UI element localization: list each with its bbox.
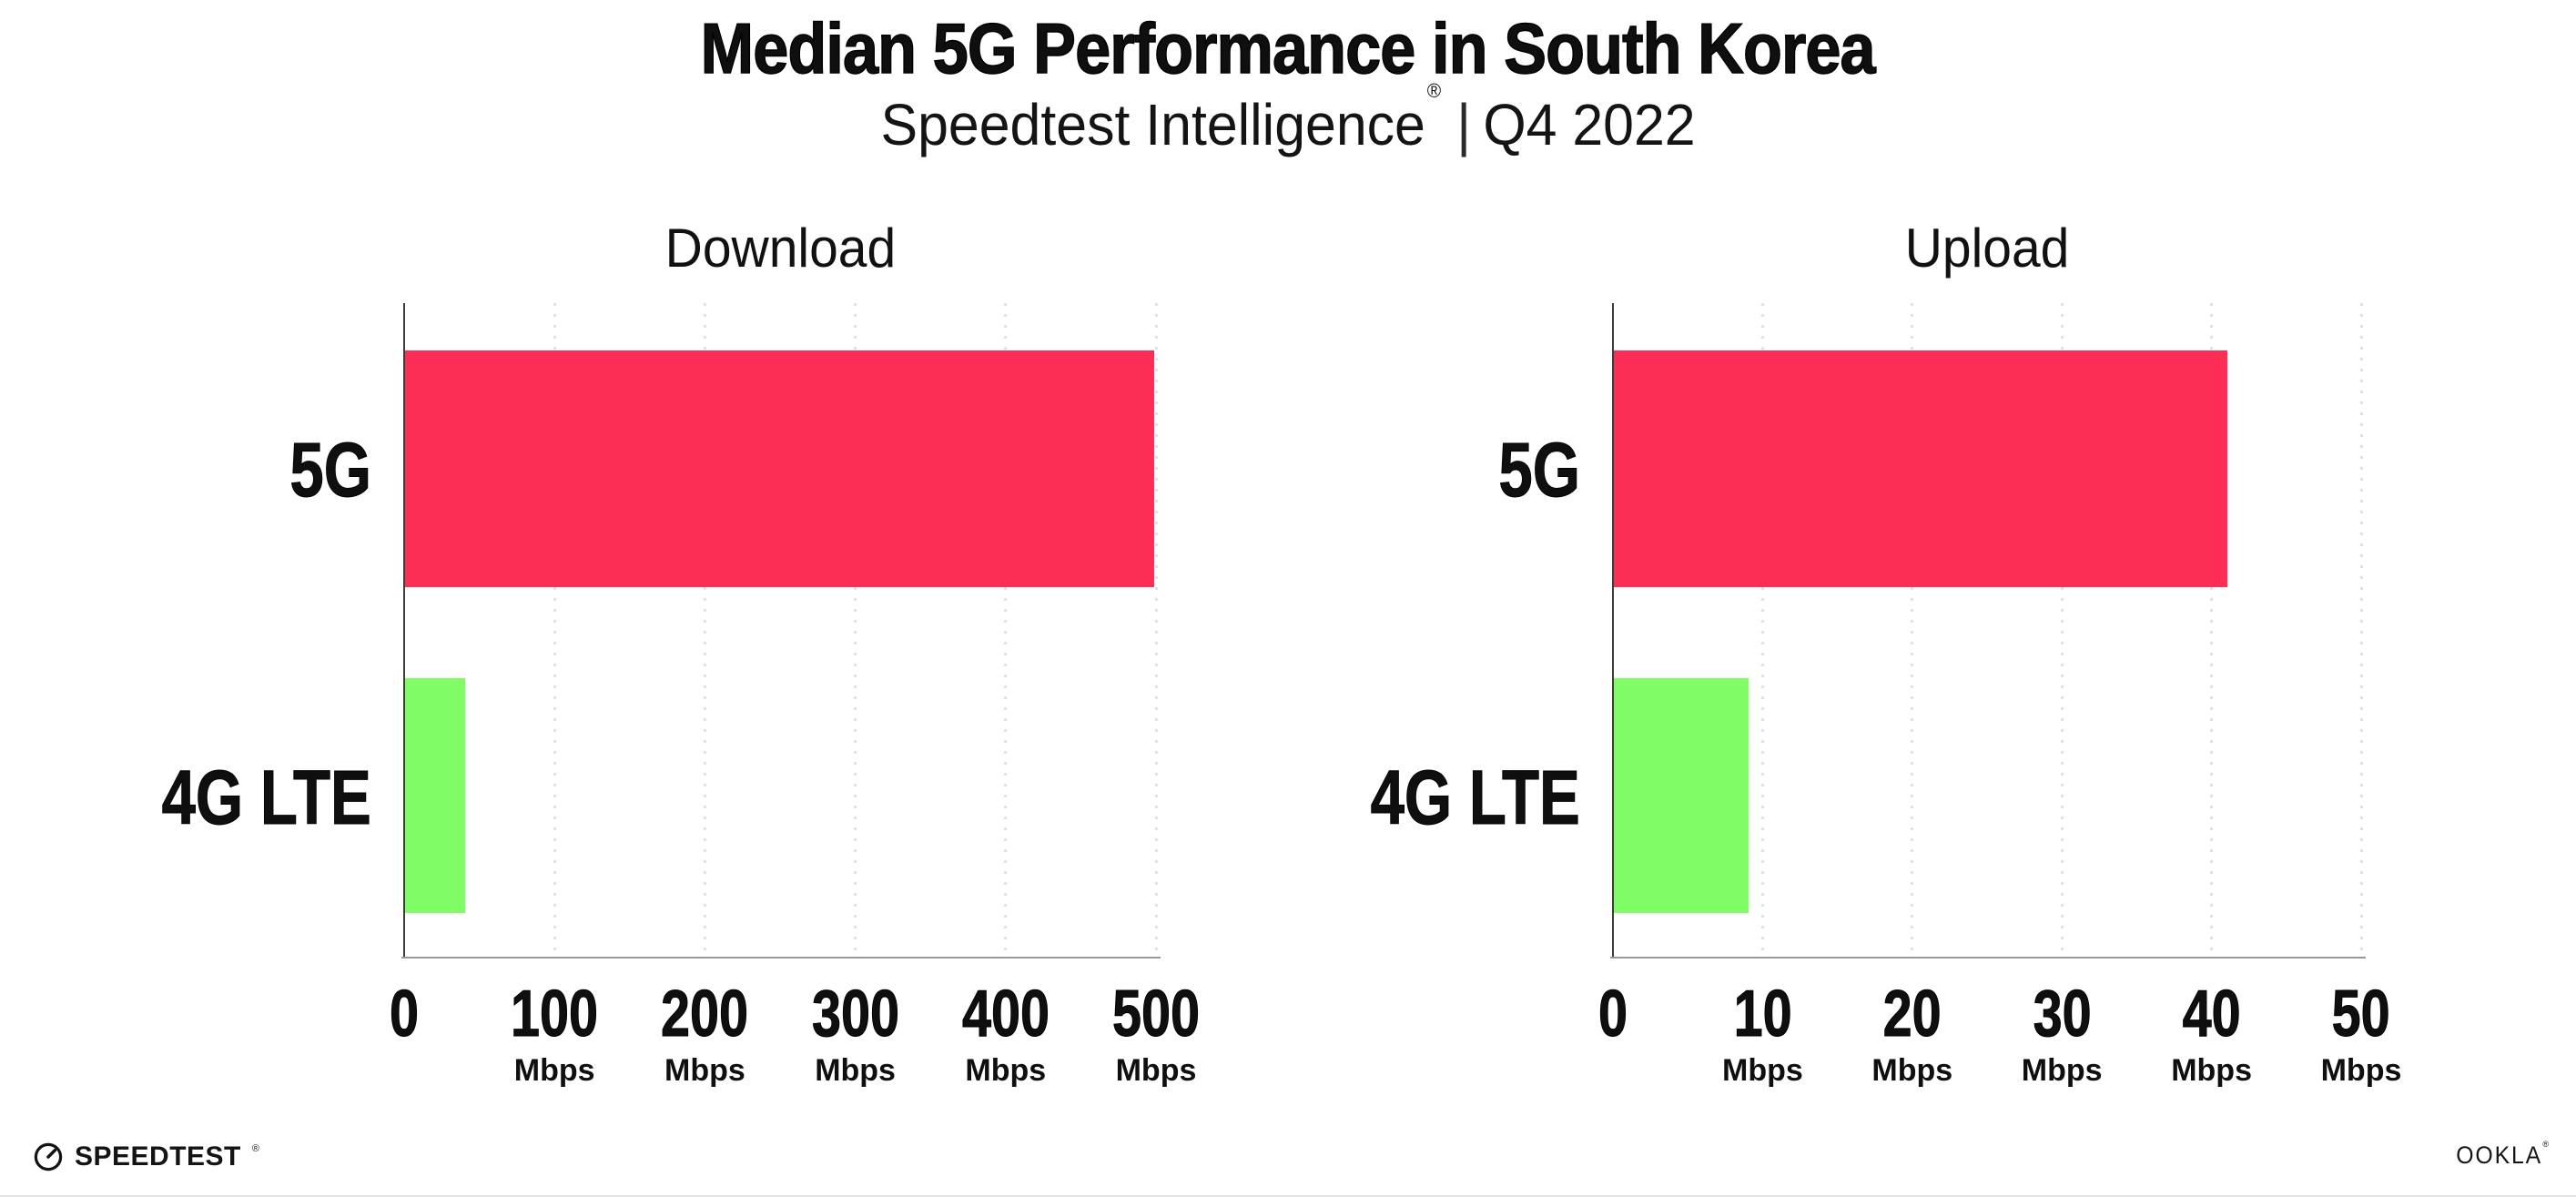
x-tick-value-line: 20 (1871, 978, 1952, 1050)
download-label-5g-text: 5G (289, 427, 371, 512)
x-tick-30: 30 Mbps (2022, 981, 2103, 1089)
gridline-400 (1004, 303, 1008, 958)
x-tick-value-line: 40 (2171, 978, 2252, 1050)
upload-chart-title: Upload (1613, 217, 2361, 279)
x-tick-value-line: 0 (1595, 978, 1631, 1050)
gridline-30 (2060, 303, 2064, 958)
page-subtitle-text: Speedtest Intelligence® | Q4 2022 (880, 79, 1696, 158)
x-tick-10: 10 Mbps (1722, 981, 1803, 1089)
download-label-5g: 5G (0, 428, 371, 512)
x-tick-value: 10 (1733, 978, 1792, 1050)
x-tick-value: 100 (511, 978, 599, 1050)
x-tick-value: 200 (661, 978, 749, 1050)
ookla-logo-text: OOKLA (2456, 1141, 2543, 1169)
subtitle-period: Q4 2022 (1483, 92, 1696, 157)
gridline-100 (553, 303, 556, 958)
x-tick-value: 30 (2033, 978, 2092, 1050)
gridline-50 (2359, 303, 2363, 958)
subtitle-brand: Speedtest Intelligence (880, 92, 1425, 157)
x-tick-unit: Mbps (815, 1053, 896, 1088)
upload-label-5g-text: 5G (1498, 427, 1580, 512)
x-tick-100: 100 Mbps (500, 981, 609, 1089)
gridline-20 (1911, 303, 1914, 958)
x-tick-value-line: 0 (386, 978, 422, 1050)
speedtest-trademark-icon: ® (251, 1143, 259, 1154)
download-plot-area (401, 303, 1161, 959)
download-label-4g-lte-text: 4G LTE (161, 755, 371, 840)
x-tick-value: 400 (961, 978, 1050, 1050)
ookla-logo: OOKLA ® (2449, 1140, 2549, 1170)
x-tick-unit: Mbps (664, 1053, 745, 1088)
gridline-300 (854, 303, 857, 958)
x-tick-unit: Mbps (1871, 1053, 1953, 1088)
bar-5g-download (405, 350, 1154, 587)
x-tick-value-line: 100 (500, 978, 609, 1050)
x-tick-value-line: 200 (650, 978, 759, 1050)
x-tick-0: 0 (386, 978, 422, 1050)
x-tick-value-line: 50 (2321, 978, 2402, 1050)
download-y-axis-spine (403, 303, 405, 958)
page-subtitle: Speedtest Intelligence® | Q4 2022 (0, 79, 2576, 158)
x-tick-unit: Mbps (2021, 1053, 2103, 1088)
registered-trademark-icon: ® (1426, 78, 1442, 102)
page-title-text: Median 5G Performance in South Korea (700, 7, 1876, 89)
x-tick-0: 0 (1595, 978, 1631, 1050)
x-tick-value: 0 (1597, 978, 1628, 1050)
x-tick-value: 40 (2182, 978, 2241, 1050)
x-tick-value: 0 (389, 978, 420, 1050)
x-tick-value: 50 (2331, 978, 2391, 1050)
upload-label-4g-lte-text: 4G LTE (1370, 755, 1580, 840)
speedtest-logo-text: SPEEDTEST (75, 1141, 241, 1172)
x-tick-300: 300 Mbps (801, 981, 910, 1089)
download-chart-title-text: Download (664, 218, 896, 279)
x-tick-value: 500 (1111, 978, 1201, 1050)
gridline-500 (1154, 303, 1158, 958)
download-chart-title: Download (404, 217, 1156, 279)
x-tick-value: 300 (811, 978, 899, 1050)
x-tick-unit: Mbps (965, 1053, 1047, 1088)
upload-label-4g-lte: 4G LTE (1209, 755, 1580, 840)
x-tick-value: 20 (1882, 978, 1942, 1050)
download-label-4g-lte: 4G LTE (0, 755, 371, 840)
subtitle-separator: | (1456, 92, 1471, 157)
x-tick-unit: Mbps (1115, 1053, 1197, 1088)
x-tick-unit: Mbps (2171, 1053, 2252, 1088)
speedtest-logo: SPEEDTEST ® (33, 1138, 259, 1176)
bar-4g-lte-upload (1614, 678, 1749, 913)
x-tick-50: 50 Mbps (2321, 981, 2402, 1089)
x-tick-value-line: 30 (2022, 978, 2103, 1050)
download-x-axis-line (401, 957, 1161, 959)
upload-chart-title-text: Upload (1904, 218, 2070, 279)
upload-y-axis-spine (1612, 303, 1614, 958)
x-tick-unit: Mbps (1722, 1053, 1803, 1088)
x-tick-value-line: 500 (1101, 978, 1211, 1050)
gridline-40 (2210, 303, 2214, 958)
x-tick-400: 400 Mbps (951, 981, 1060, 1089)
bar-5g-upload (1614, 350, 2228, 587)
gridline-10 (1760, 303, 1764, 958)
x-tick-40: 40 Mbps (2171, 981, 2252, 1089)
gridline-200 (703, 303, 706, 958)
speedtest-gauge-icon (34, 1142, 63, 1172)
bar-4g-lte-download (405, 678, 466, 913)
x-tick-value-line: 300 (801, 978, 910, 1050)
upload-plot-area (1610, 303, 2366, 959)
upload-x-axis-line (1610, 957, 2366, 959)
x-tick-unit: Mbps (513, 1053, 595, 1088)
x-tick-unit: Mbps (2320, 1053, 2402, 1088)
x-tick-200: 200 Mbps (650, 981, 759, 1089)
upload-x-axis-ticks: 0 10 Mbps 20 Mbps 30 Mbps 40 Mbps 50 Mbps (1598, 981, 2402, 1100)
x-tick-value-line: 400 (951, 978, 1060, 1050)
upload-label-5g: 5G (1209, 428, 1580, 512)
download-x-axis-ticks: 0 100 Mbps 200 Mbps 300 Mbps 400 Mbps 500 Mbps (390, 981, 1201, 1100)
x-tick-value-line: 10 (1722, 978, 1803, 1050)
ookla-trademark-icon: ® (2542, 1140, 2549, 1149)
x-tick-20: 20 Mbps (1871, 981, 1952, 1089)
x-tick-500: 500 Mbps (1101, 981, 1211, 1089)
page-title: Median 5G Performance in South Korea (0, 7, 2576, 90)
